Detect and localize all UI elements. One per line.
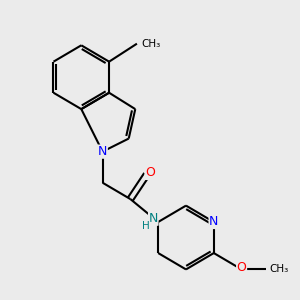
Text: N: N: [209, 215, 218, 229]
Text: CH₃: CH₃: [142, 39, 161, 49]
Text: N: N: [148, 212, 158, 225]
Text: H: H: [142, 221, 150, 231]
Text: CH₃: CH₃: [269, 264, 289, 274]
Text: N: N: [98, 145, 107, 158]
Text: O: O: [145, 167, 155, 179]
Text: O: O: [237, 261, 247, 274]
